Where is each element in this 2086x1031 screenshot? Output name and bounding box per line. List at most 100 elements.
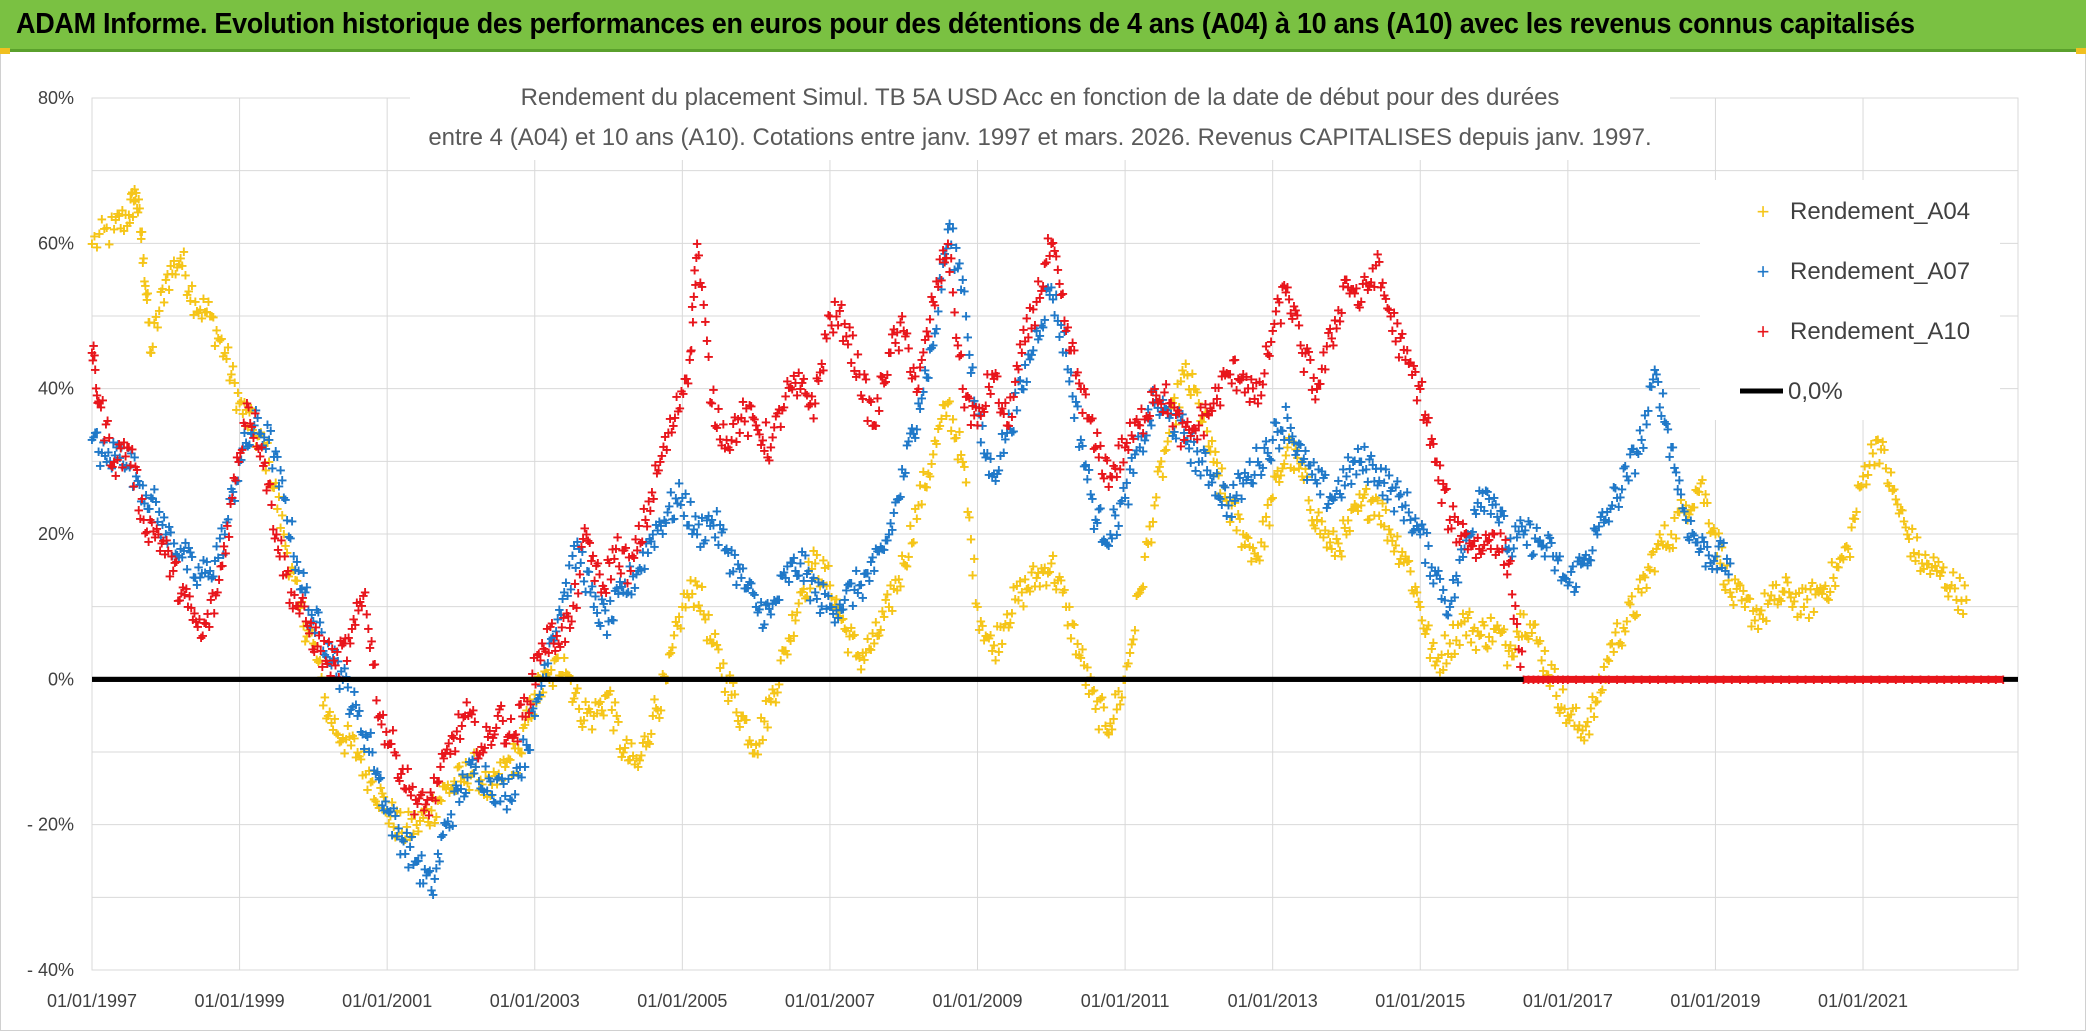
data-point: + <box>435 852 445 871</box>
data-point: + <box>1788 598 1798 617</box>
data-point: + <box>230 373 240 392</box>
y-tick-label: 40% <box>38 379 74 399</box>
data-point: + <box>117 201 127 220</box>
data-point: + <box>769 684 779 703</box>
data-point: + <box>649 690 659 709</box>
data-point: + <box>121 457 131 476</box>
data-point: + <box>774 675 784 694</box>
data-point: + <box>325 703 335 722</box>
x-tick-label: 01/01/2017 <box>1523 991 1613 1011</box>
data-point: + <box>1074 646 1084 665</box>
data-point: + <box>1525 615 1535 634</box>
data-point: + <box>1484 628 1494 647</box>
data-point: + <box>615 740 625 759</box>
data-point: + <box>474 781 484 800</box>
data-point: + <box>1607 496 1617 515</box>
data-point: + <box>486 787 496 806</box>
data-point: + <box>1419 619 1429 638</box>
data-point: + <box>205 307 215 326</box>
data-point: + <box>1574 716 1584 735</box>
data-point: + <box>1210 443 1220 462</box>
data-point: + <box>1801 579 1811 598</box>
data-point: + <box>1207 432 1217 451</box>
data-point: + <box>358 766 368 785</box>
data-point: + <box>1268 489 1278 508</box>
data-point: + <box>782 645 792 664</box>
data-point: + <box>1223 496 1233 515</box>
data-point: + <box>1312 510 1322 529</box>
data-point: + <box>1130 621 1140 640</box>
data-point: + <box>167 547 177 566</box>
data-point: + <box>738 707 748 726</box>
data-point: + <box>1273 462 1283 481</box>
data-point: + <box>682 584 692 603</box>
data-point: + <box>153 513 163 532</box>
data-point: + <box>110 446 120 465</box>
data-point: + <box>322 647 332 666</box>
data-point: + <box>700 610 710 629</box>
data-point: + <box>218 347 228 366</box>
data-point: + <box>1301 460 1311 479</box>
data-point: + <box>172 258 182 277</box>
data-point: + <box>295 580 305 599</box>
data-point: + <box>241 433 251 452</box>
x-tick-label: 01/01/2011 <box>1081 991 1170 1011</box>
data-point: + <box>887 521 897 540</box>
data-point: + <box>369 790 379 809</box>
data-point: + <box>142 291 152 310</box>
data-point: + <box>161 271 171 290</box>
data-point: + <box>994 643 1004 662</box>
data-point: + <box>565 618 575 637</box>
data-point: + <box>1355 485 1365 504</box>
data-point: + <box>526 695 536 714</box>
data-point: + <box>1537 651 1547 670</box>
data-point: + <box>909 533 919 552</box>
data-point: + <box>1822 589 1832 608</box>
data-point: + <box>1778 582 1788 601</box>
data-point: + <box>363 727 373 746</box>
data-point: + <box>313 653 323 672</box>
data-point: + <box>200 303 210 322</box>
data-point: + <box>1668 539 1678 558</box>
data-point: + <box>1414 593 1424 612</box>
data-point: + <box>735 718 745 737</box>
data-point: + <box>794 594 804 613</box>
data-point: + <box>1364 510 1374 529</box>
data-point: + <box>700 313 710 332</box>
data-point: + <box>1276 466 1286 485</box>
data-point: + <box>190 292 200 311</box>
data-point: + <box>1860 457 1870 476</box>
data-point: + <box>1284 429 1294 448</box>
data-point: + <box>923 465 933 484</box>
data-point: + <box>923 327 933 346</box>
data-point: + <box>581 692 591 711</box>
data-point: + <box>1435 456 1445 475</box>
data-point: + <box>843 643 853 662</box>
data-point: + <box>251 438 261 457</box>
data-point: + <box>1596 683 1606 702</box>
data-point: + <box>417 803 427 822</box>
data-point: + <box>636 746 646 765</box>
data-point: + <box>1686 500 1696 519</box>
data-point: + <box>349 682 359 701</box>
data-point: + <box>520 715 530 734</box>
data-point: + <box>1460 540 1470 559</box>
data-point: + <box>1797 579 1807 598</box>
data-point: + <box>240 423 250 442</box>
data-point: + <box>1779 583 1789 602</box>
data-point: + <box>631 749 641 768</box>
data-point: + <box>1514 628 1524 647</box>
data-point: + <box>779 398 789 417</box>
data-point: + <box>269 478 279 497</box>
data-point: + <box>1376 515 1386 534</box>
data-point: + <box>315 651 325 670</box>
data-point: + <box>400 830 410 849</box>
data-point: + <box>418 808 428 827</box>
data-point: + <box>1853 476 1863 495</box>
data-point: + <box>297 593 307 612</box>
data-point: + <box>384 814 394 833</box>
data-point: + <box>955 423 965 442</box>
data-point: + <box>866 641 876 660</box>
data-point: + <box>423 813 433 832</box>
data-point: + <box>881 591 891 610</box>
